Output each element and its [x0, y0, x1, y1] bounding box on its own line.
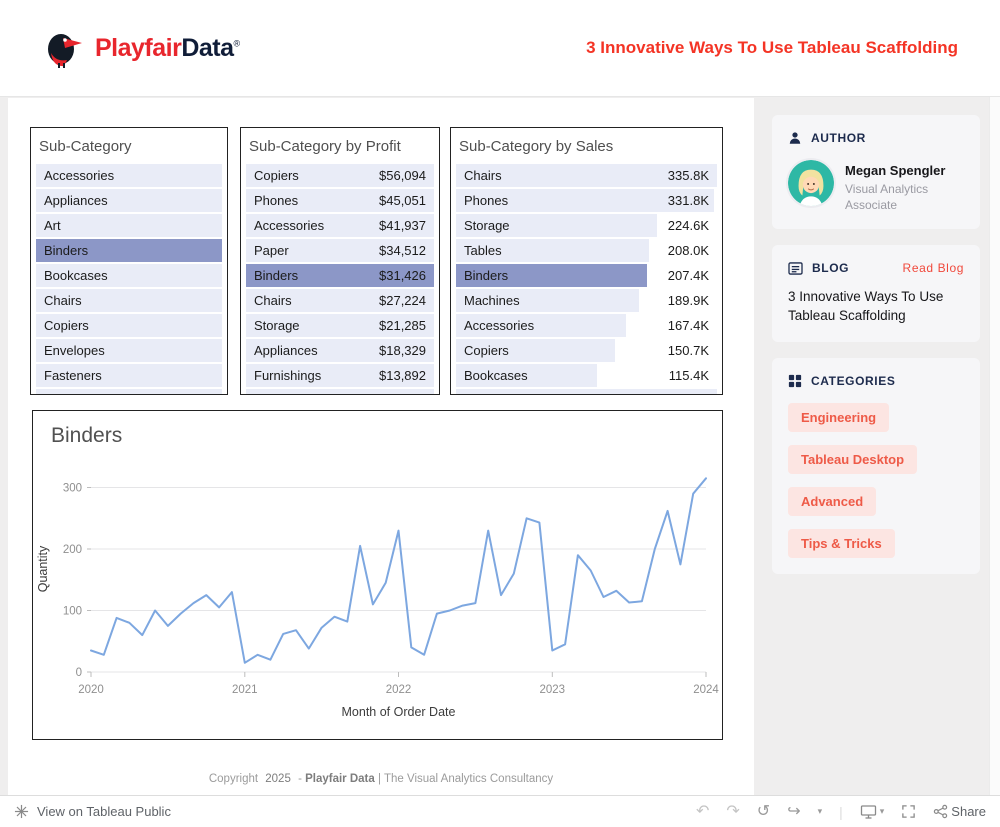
toolbar-separator: | [839, 803, 843, 820]
table-row-clipped [456, 389, 717, 394]
svg-text:300: 300 [63, 483, 82, 495]
svg-text:Month of Order Date: Month of Order Date [342, 705, 456, 719]
table-row[interactable]: Storage $21,285 [246, 314, 434, 337]
reset-icon[interactable]: ↺ [756, 802, 771, 820]
table-row[interactable]: Binders [36, 239, 222, 262]
table-rows: Copiers $56,094 Phones $45,051 Accessories $4… [241, 164, 439, 394]
table-row[interactable]: Envelopes [36, 339, 222, 362]
grid-icon [788, 375, 802, 388]
table-row[interactable]: Furnishings $13,892 [246, 364, 434, 387]
share-button[interactable]: Share [933, 804, 986, 819]
table-row[interactable]: Accessories $41,937 [246, 214, 434, 237]
blog-heading: BLOG [812, 261, 850, 276]
table-row[interactable]: Appliances $18,329 [246, 339, 434, 362]
caret-down-icon[interactable]: ▾ [817, 806, 823, 816]
kingfisher-bird-icon [48, 34, 82, 68]
sales-table: Sub-Category by Sales Chairs 335.8K Phones… [450, 127, 723, 395]
playfair-logo[interactable]: PlayfairData® [42, 28, 240, 68]
sidebar: AUTHOR Megan Spengler Visual Analytics A… [772, 115, 980, 590]
logo-text: PlayfairData® [95, 33, 240, 62]
categories-heading: CATEGORIES [811, 374, 896, 389]
author-role: Visual Analytics Associate [845, 182, 929, 213]
svg-text:100: 100 [63, 606, 82, 618]
svg-text:Quantity: Quantity [36, 545, 50, 592]
table-row-clipped [36, 389, 222, 394]
table-row[interactable]: Appliances [36, 189, 222, 212]
table-row[interactable]: Chairs [36, 289, 222, 312]
table-row[interactable]: Bookcases 115.4K [456, 364, 717, 387]
svg-text:0: 0 [76, 667, 82, 679]
svg-text:2022: 2022 [386, 684, 412, 696]
table-title: Sub-Category [39, 138, 132, 155]
category-pill[interactable]: Tips & Tricks [788, 529, 895, 559]
copyright: Copyright 2025 - Playfair Data | The Vis… [208, 773, 554, 785]
share-icon [934, 804, 948, 819]
read-blog-link[interactable]: Read Blog [902, 261, 964, 276]
svg-text:2024: 2024 [693, 684, 719, 696]
table-row[interactable]: Binders $31,426 [246, 264, 434, 287]
table-row[interactable]: Paper $34,512 [246, 239, 434, 262]
table-row[interactable]: Storage 224.6K [456, 214, 717, 237]
table-rows: Accessories Appliances Art Binders Bookcases… [31, 164, 227, 394]
table-title: Sub-Category by Profit [249, 138, 401, 155]
tableau-dashboard: Sub-Category Accessories Appliances Art Bin… [8, 98, 754, 795]
author-heading: AUTHOR [811, 131, 866, 145]
bottom-toolbar: View on Tableau Public ↶ ↷ ↺ ↪ ▾ | ▾ Sha… [0, 795, 1000, 827]
device-preview-icon[interactable]: ▾ [860, 804, 884, 820]
table-row[interactable]: Phones $45,051 [246, 189, 434, 212]
blog-icon [788, 262, 803, 275]
table-row[interactable]: Accessories 167.4K [456, 314, 717, 337]
category-pill[interactable]: Engineering [788, 403, 890, 433]
table-row[interactable]: Machines 189.9K [456, 289, 717, 312]
person-icon [789, 132, 801, 144]
table-row[interactable]: Copiers 150.7K [456, 339, 717, 362]
subcategory-table: Sub-Category Accessories Appliances Art Bin… [30, 127, 228, 395]
page-header: PlayfairData® 3 Innovative Ways To Use T… [0, 0, 1000, 97]
undo-icon[interactable]: ↶ [695, 802, 710, 820]
category-pill[interactable]: Advanced [788, 487, 877, 517]
table-row[interactable]: Binders 207.4K [456, 264, 717, 287]
author-card: AUTHOR Megan Spengler Visual Analytics A… [772, 115, 980, 230]
table-row[interactable]: Chairs 335.8K [456, 164, 717, 187]
categories-card: CATEGORIES Engineering Tableau Desktop Adv… [772, 358, 980, 575]
table-title: Sub-Category by Sales [459, 138, 614, 155]
chart-title: Binders [51, 424, 123, 447]
table-row[interactable]: Chairs $27,224 [246, 289, 434, 312]
redo-icon[interactable]: ↷ [726, 802, 740, 820]
table-row[interactable]: Copiers $56,094 [246, 164, 434, 187]
table-row[interactable]: Accessories [36, 164, 222, 187]
blog-title: 3 Innovative Ways To Use Tableau Scaffol… [788, 289, 944, 324]
table-row-clipped [246, 389, 434, 394]
table-rows: Chairs 335.8K Phones 331.8K Storage 224.6K Tab… [451, 164, 722, 394]
svg-text:2021: 2021 [232, 684, 258, 696]
category-pill[interactable]: Tableau Desktop [788, 445, 918, 475]
binders-chart: Binders 0 100 200 300 2020 2021 2022 2023 2024 Mo… [32, 410, 723, 740]
profit-table: Sub-Category by Profit Copiers $56,094 Pho… [240, 127, 440, 395]
forward-icon[interactable]: ↪ [787, 802, 801, 820]
table-row[interactable]: Phones 331.8K [456, 189, 717, 212]
scrollbar[interactable] [989, 97, 1000, 795]
quantity-line-chart[interactable]: 0 100 200 300 2020 2021 2022 2023 2024 Month of O… [33, 450, 722, 730]
svg-text:2023: 2023 [540, 684, 566, 696]
avatar [788, 160, 834, 206]
table-row[interactable]: Fasteners [36, 364, 222, 387]
svg-text:2020: 2020 [78, 684, 104, 696]
author-name: Megan Spengler [845, 163, 946, 178]
table-row[interactable]: Copiers [36, 314, 222, 337]
category-pill-list: Engineering Tableau Desktop Advanced Tips &… [788, 403, 964, 559]
table-row[interactable]: Bookcases [36, 264, 222, 287]
table-row[interactable]: Art [36, 214, 222, 237]
table-row[interactable]: Tables 208.0K [456, 239, 717, 262]
tableau-logo-icon [14, 804, 29, 819]
view-on-tableau-link[interactable]: View on Tableau Public [14, 804, 171, 819]
page-title: 3 Innovative Ways To Use Tableau Scaffol… [586, 38, 958, 57]
svg-text:200: 200 [63, 544, 82, 556]
blog-card: BLOG Read Blog 3 Innovative Ways To Use … [772, 245, 980, 343]
fullscreen-icon[interactable] [901, 804, 916, 819]
